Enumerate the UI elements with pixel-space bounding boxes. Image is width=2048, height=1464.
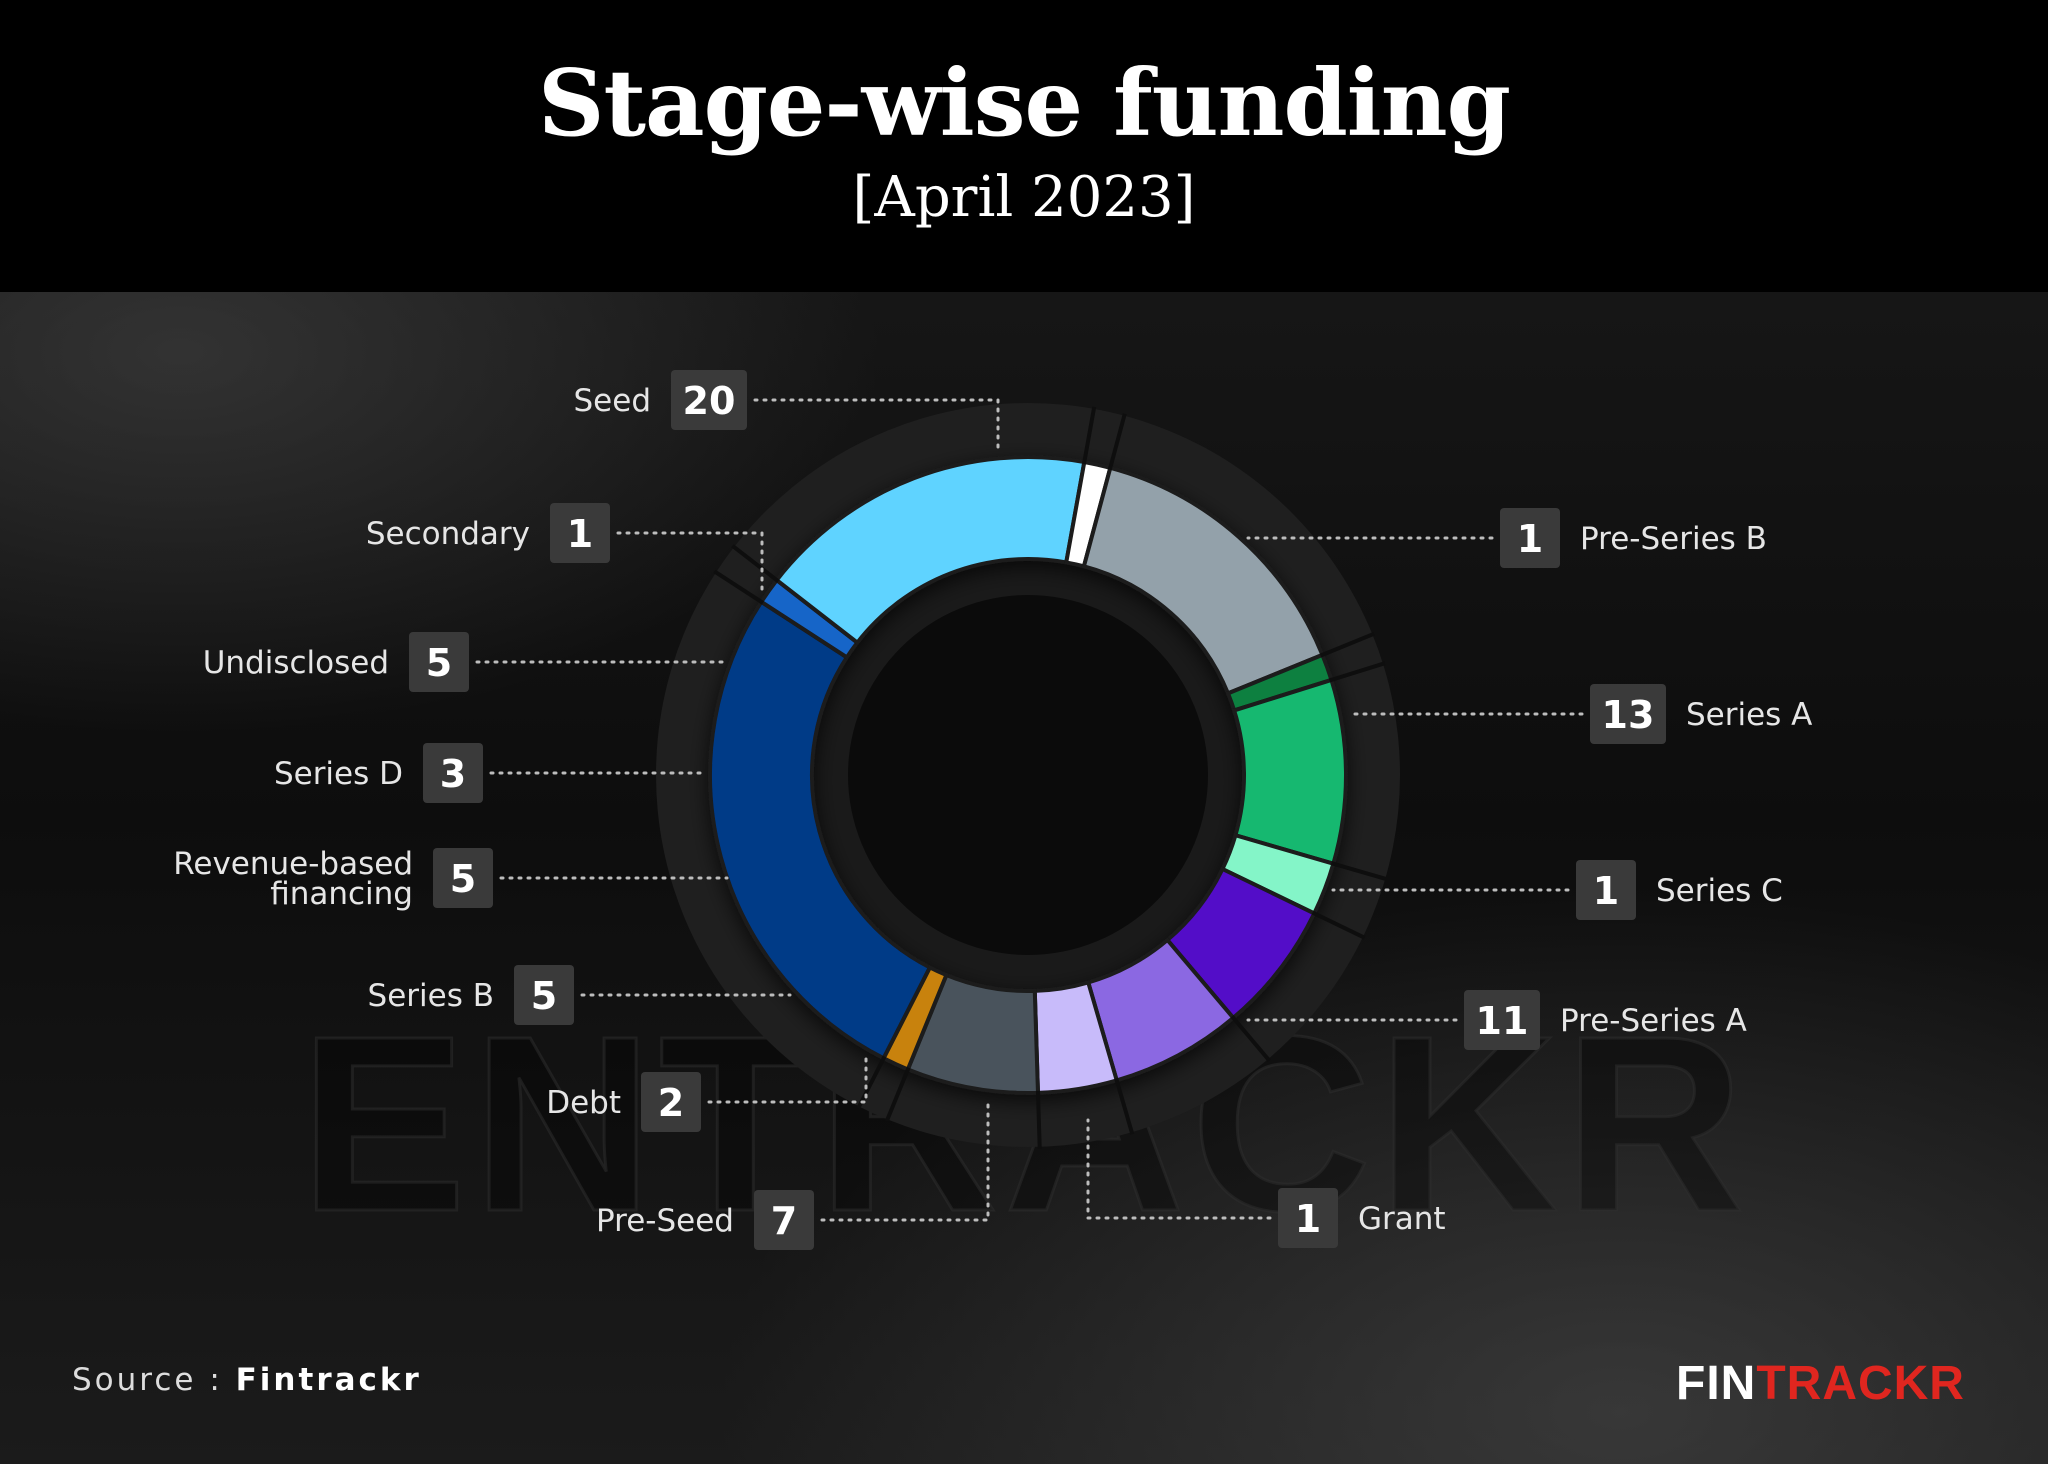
category-label-pre-seed: Pre-Seed [596,1203,734,1239]
value-label-series-c: 1 [1593,869,1619,913]
value-badge-series-a [1590,684,1666,744]
logo-part-2: TRACKR [1756,1357,1965,1410]
track-separator [1319,631,1376,658]
value-badge-pre-series-a [1464,990,1540,1050]
category-label-revenue-based-financing: Revenue-based [173,846,413,882]
leader-line-grant [1086,1118,1272,1220]
value-label-pre-series-a: 11 [1476,999,1529,1043]
track-separator [1107,413,1127,471]
value-label-seed: 20 [683,379,736,423]
donut-ring [708,455,1348,1095]
leader-line-secondary [616,531,764,592]
value-badge-series-d [423,743,483,803]
value-badge-pre-series-b [1500,508,1560,568]
value-label-grant: 1 [1295,1197,1321,1241]
track-separator [1114,1077,1135,1135]
slice-secondary [880,964,949,1073]
track-separator [731,544,780,583]
leader-line-seed [753,398,1000,450]
category-label-grant: Grant [1358,1201,1446,1237]
value-label-debt: 2 [658,1081,684,1125]
value-badge-debt [641,1072,701,1132]
value-label-series-a: 13 [1602,693,1655,737]
donut-hole [848,595,1208,955]
leader-line-debt [707,1053,868,1104]
category-label-series-a: Series A [1686,697,1812,733]
value-label-pre-series-b: 1 [1517,517,1543,561]
value-label-series-d: 3 [440,752,466,796]
value-badge-series-c [1576,860,1636,920]
category-label-pre-series-a: Pre-Series A [1560,1003,1747,1039]
track-separator [1035,1090,1042,1149]
chart-subtitle: [April 2023] [852,165,1196,230]
value-badge-series-b [514,965,574,1025]
value-label-series-b: 5 [531,974,557,1018]
fintrackr-logo: FINTRACKR [1676,1356,1965,1411]
track-separator [856,1055,887,1110]
category-label-secondary: Secondary [366,516,530,552]
source-label: Source : [72,1362,236,1398]
track-separator [713,569,765,605]
slice-pre-seed [1231,677,1348,867]
track-separator [1081,406,1097,465]
value-badge-undisclosed [409,632,469,692]
track-separator [1330,861,1388,882]
header: Stage-wise funding [April 2023] [0,0,2048,292]
slice-seed [708,599,933,1062]
track-separator [1328,661,1386,683]
category-label-series-c: Series C [1656,873,1783,909]
value-badge-grant [1278,1188,1338,1248]
leader-line-pre-seed [820,1100,990,1222]
category-label-seed: Seed [574,383,652,419]
value-label-secondary: 1 [567,512,593,556]
logo-part-1: FIN [1676,1357,1757,1410]
value-badge-seed [671,370,747,430]
category-label-undisclosed: Undisclosed [203,645,389,681]
value-badge-pre-seed [754,1190,814,1250]
track-separator [1311,910,1366,940]
value-label-undisclosed: 5 [426,641,452,685]
category-label-debt: Debt [546,1085,621,1121]
value-label-revenue-based-financing: 5 [450,857,476,901]
value-badge-secondary [550,503,610,563]
chart-title: Stage-wise funding [538,49,1511,157]
value-badge-revenue-based-financing [433,848,493,908]
value-label-pre-seed: 7 [771,1199,797,1243]
track-separator [1230,1015,1271,1062]
category-label-series-d: Series D [274,756,403,792]
source-note: Source : Fintrackr [72,1362,422,1398]
category-label-revenue-based-financing: financing [270,876,413,912]
category-label-pre-series-b: Pre-Series B [1580,521,1767,557]
track-separator [884,1066,911,1123]
source-name: Fintrackr [235,1362,422,1398]
category-label-series-b: Series B [368,978,494,1014]
